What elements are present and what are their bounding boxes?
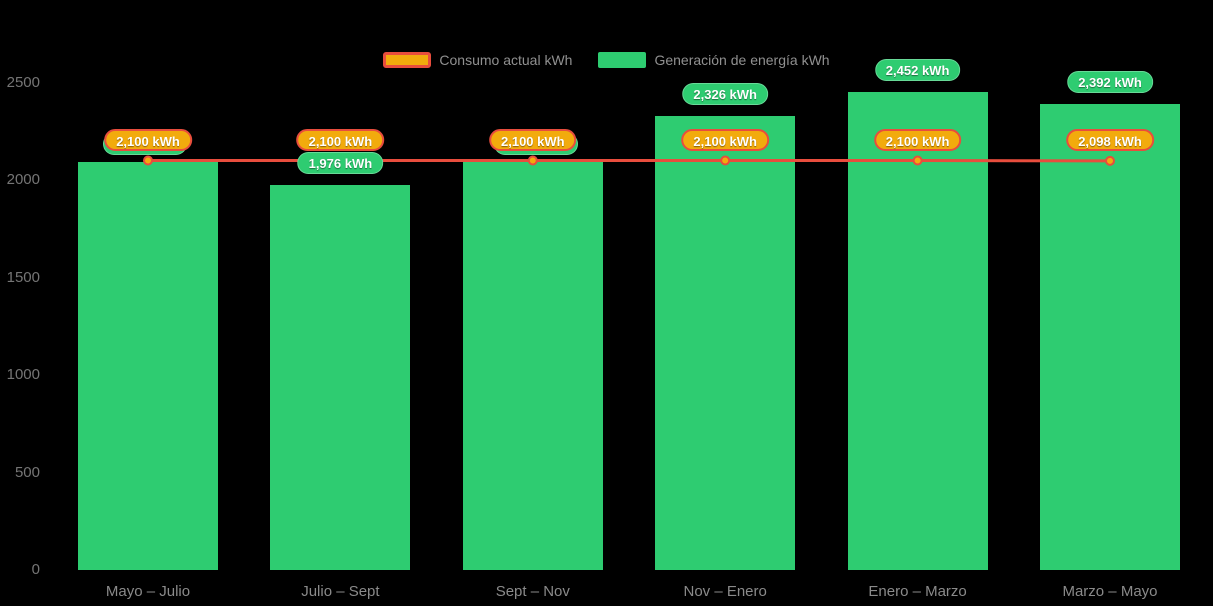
generation-bar xyxy=(270,184,411,570)
consumption-swatch-icon xyxy=(383,52,432,68)
y-tick-label: 1500 xyxy=(6,268,40,286)
consumption-value-badge: 2,100 kWh xyxy=(104,128,192,151)
x-tick-label: Julio – Sept xyxy=(301,583,380,600)
x-tick-label: Enero – Marzo xyxy=(868,583,967,600)
generation-value-badge: 2,452 kWh xyxy=(874,58,961,81)
generation-bar xyxy=(655,116,796,570)
generation-bar xyxy=(462,162,603,570)
consumption-value-badge: 2,100 kWh xyxy=(681,128,769,151)
y-tick-label: 500 xyxy=(14,463,40,481)
generation-swatch-icon xyxy=(598,52,647,68)
y-tick-label: 0 xyxy=(31,561,40,578)
generation-bar xyxy=(78,162,218,570)
consumption-value-badge: 2,098 kWh xyxy=(1066,128,1154,151)
generation-bar xyxy=(1040,103,1180,570)
y-tick-label: 2000 xyxy=(6,171,40,188)
y-tick-label: 2500 xyxy=(6,73,40,91)
legend-label-consumption: Consumo actual kWh xyxy=(439,52,573,68)
generation-value-badge: 1,976 kWh xyxy=(297,151,384,174)
x-tick-label: Sept – Nov xyxy=(495,583,570,600)
generation-bar xyxy=(847,91,988,570)
legend: Consumo actual kWh Generación de energía… xyxy=(0,52,1213,68)
legend-item-generation[interactable]: Generación de energía kWh xyxy=(598,52,830,68)
consumption-value-badge: 2,100 kWh xyxy=(873,128,962,151)
x-tick-label: Mayo – Julio xyxy=(105,583,191,600)
x-tick-label: Marzo – Mayo xyxy=(1062,583,1158,600)
generation-value-badge: 2,326 kWh xyxy=(682,83,768,106)
x-tick-label: Nov – Enero xyxy=(683,583,767,600)
consumption-value-badge: 2,100 kWh xyxy=(489,128,577,151)
legend-item-consumption[interactable]: Consumo actual kWh xyxy=(383,52,572,68)
generation-value-badge: 2,392 kWh xyxy=(1067,70,1153,93)
y-tick-label: 1000 xyxy=(6,366,40,383)
consumption-value-badge: 2,100 kWh xyxy=(296,128,385,151)
legend-label-generation: Generación de energía kWh xyxy=(654,52,830,68)
